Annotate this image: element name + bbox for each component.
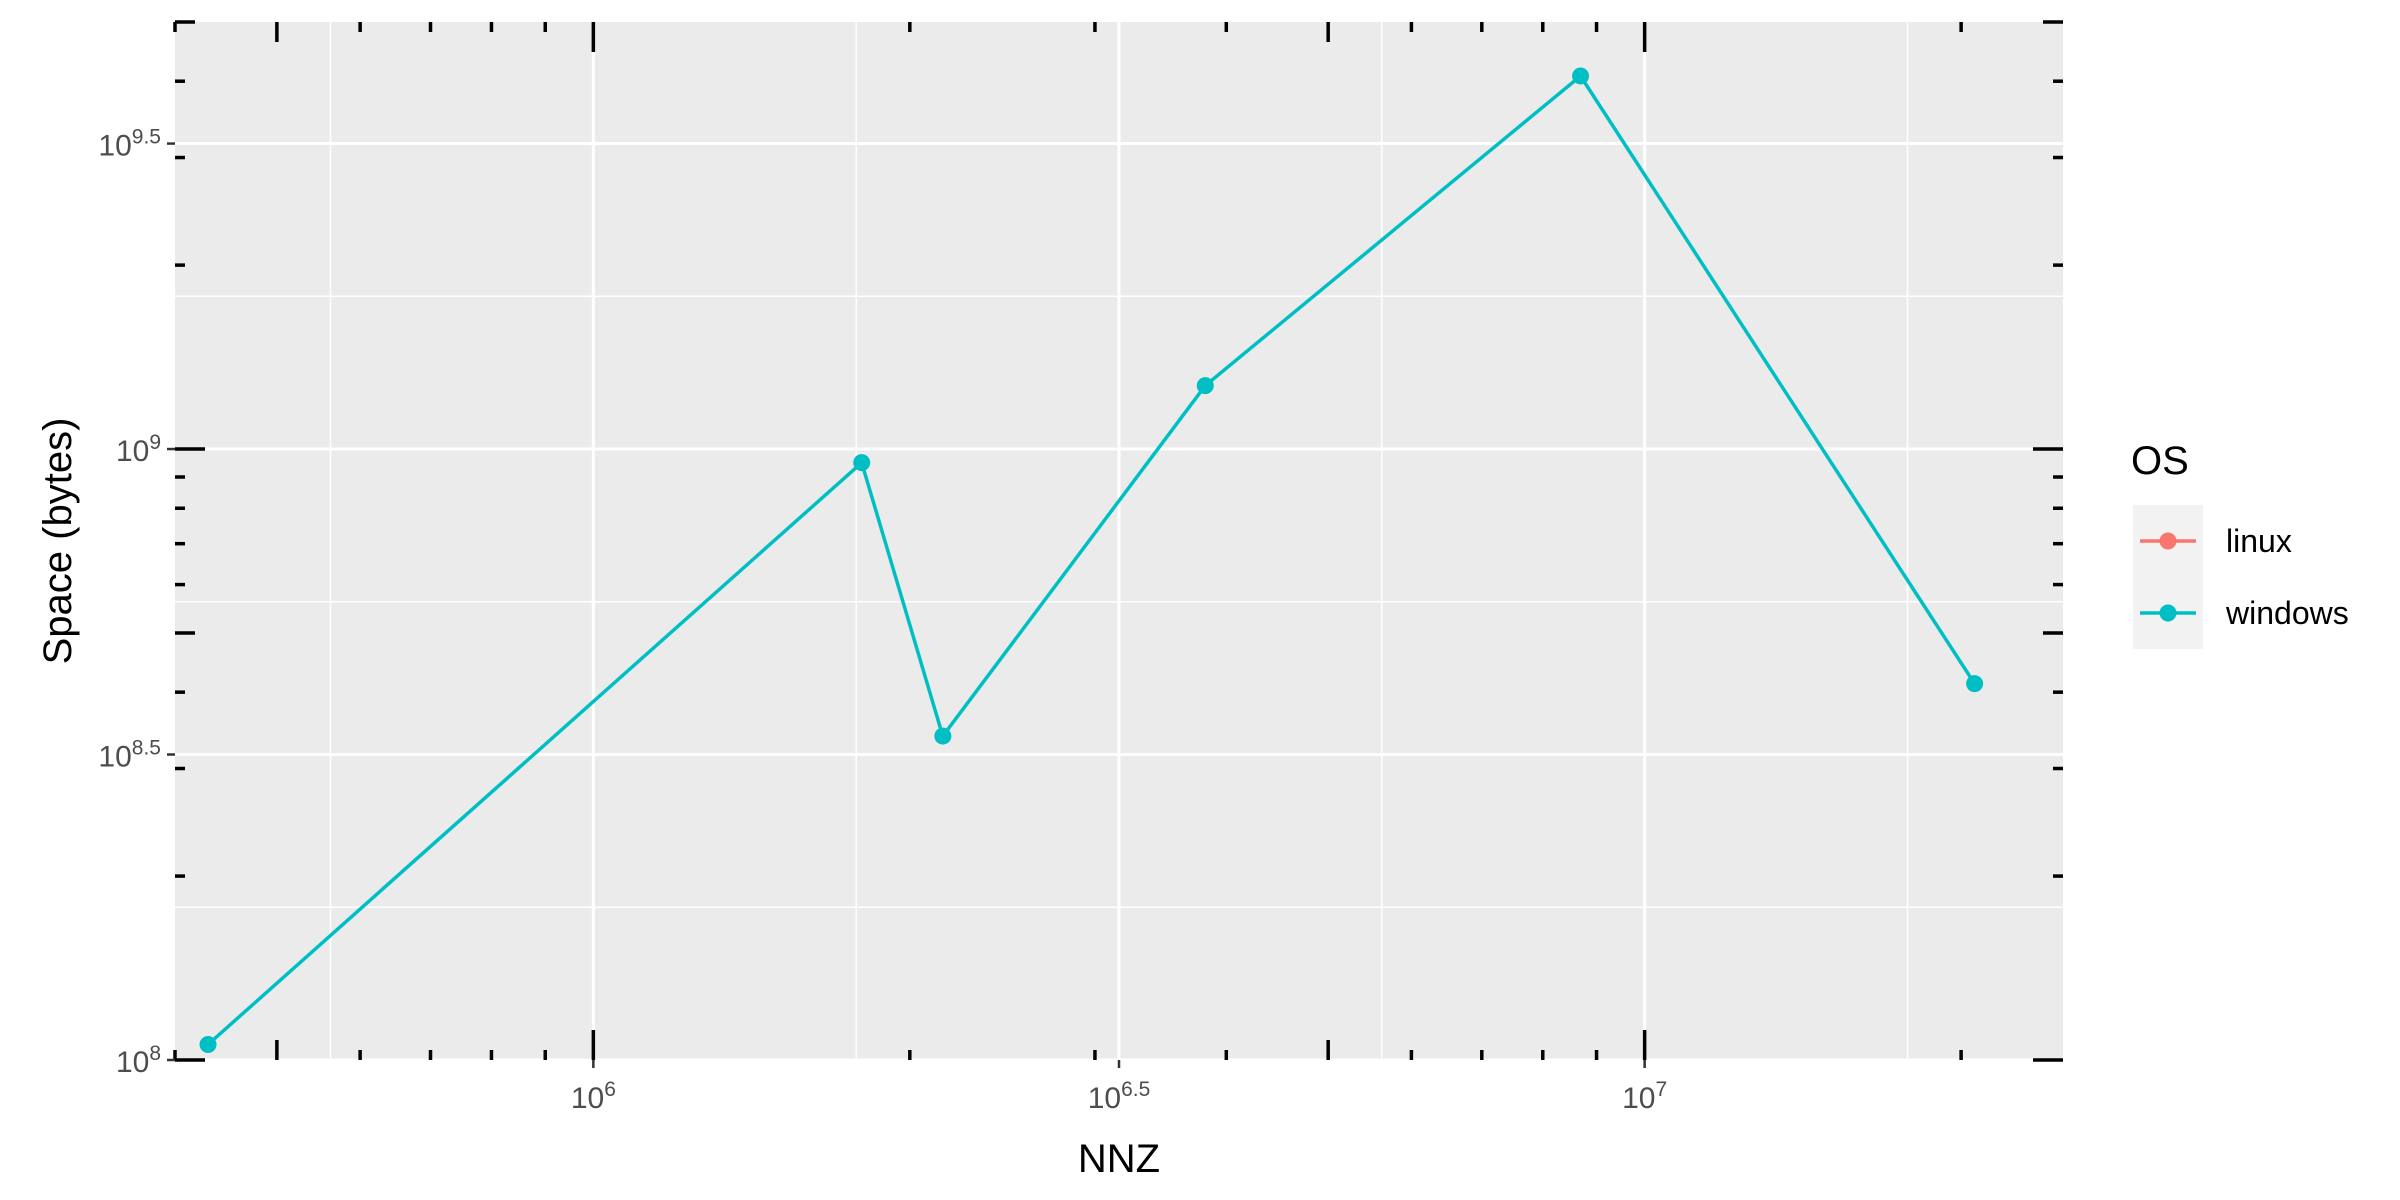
log-tick-marks — [173, 20, 2063, 1062]
x-tick-label: 106 — [571, 1078, 616, 1115]
y-tick-label: 108.5 — [98, 737, 161, 774]
legend-entries: linux windows — [2140, 523, 2349, 631]
series-line-windows — [206, 74, 1977, 1046]
y-tick-label: 109 — [116, 431, 161, 468]
data-point-windows — [1966, 675, 1984, 693]
y-tick-label: 109.5 — [98, 126, 161, 163]
legend-label-linux: linux — [2226, 523, 2292, 559]
legend-key-point-linux — [2159, 532, 2177, 550]
x-tick-label: 106.5 — [1088, 1078, 1151, 1115]
y-tick-label: 108 — [116, 1042, 161, 1079]
data-point-windows — [199, 1036, 217, 1054]
x-tick-label: 107 — [1622, 1078, 1667, 1115]
legend-label-windows: windows — [2225, 595, 2349, 631]
data-point-windows — [934, 727, 952, 745]
y-tick-labels: 108 108.5 109 109.5 — [98, 126, 161, 1079]
x-tick-labels: 106 106.5 107 — [571, 1078, 1667, 1115]
series-layer — [199, 67, 1984, 1054]
data-point-windows — [1196, 377, 1214, 395]
y-axis-title: Space (bytes) — [36, 418, 80, 665]
legend-key-point-windows — [2159, 604, 2177, 622]
legend-key-background — [2133, 505, 2203, 649]
data-point-windows — [853, 454, 871, 472]
legend-title: OS — [2131, 439, 2189, 483]
axis-ticks — [167, 142, 1646, 1068]
legend: OS linux windows — [2131, 439, 2349, 649]
x-axis-title: NNZ — [1078, 1137, 1160, 1181]
data-point-windows — [1572, 67, 1590, 85]
